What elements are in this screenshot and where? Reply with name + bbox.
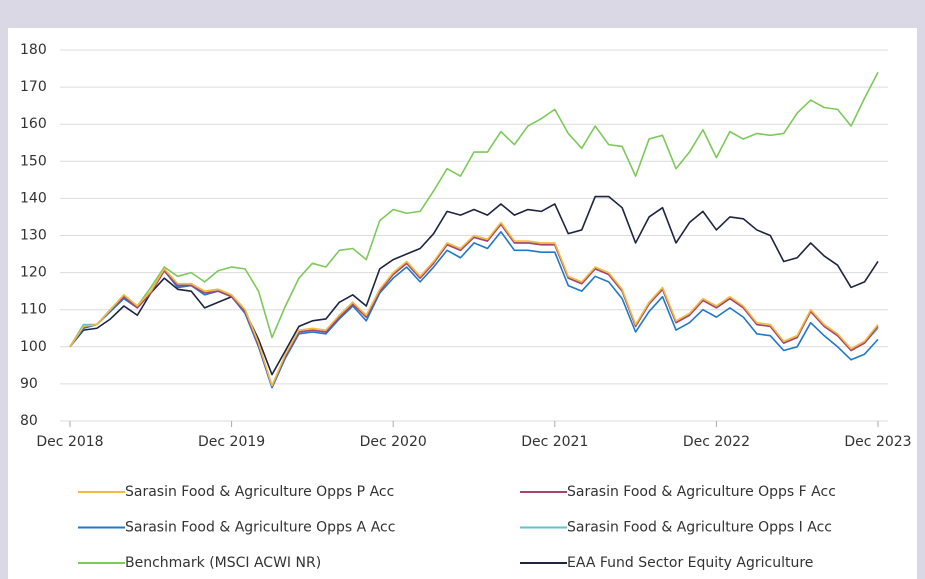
y-tick-label: 130: [20, 228, 47, 244]
y-tick-label: 140: [20, 190, 47, 206]
legend-label: EAA Fund Sector Equity Agriculture: [567, 555, 813, 571]
series-line: [69, 195, 879, 376]
series-line: [69, 223, 879, 387]
y-tick-label: 180: [20, 42, 47, 58]
x-tick-label: Dec 2020: [360, 434, 427, 450]
legend-label: Sarasin Food & Agriculture Opps P Acc: [125, 484, 394, 500]
series-line: [69, 71, 879, 348]
y-tick-label: 160: [20, 116, 47, 132]
y-tick-label: 80: [20, 413, 38, 429]
series-line: [69, 230, 879, 389]
series-line: [69, 221, 879, 387]
legend-label: Sarasin Food & Agriculture Opps F Acc: [567, 484, 836, 500]
legend-label: Sarasin Food & Agriculture Opps I Acc: [567, 520, 832, 536]
y-tick-label: 120: [20, 265, 47, 281]
y-tick-label: 110: [20, 302, 47, 318]
x-tick-label: Dec 2019: [198, 434, 265, 450]
y-tick-label: 90: [20, 376, 38, 392]
x-tick-label: Dec 2021: [521, 434, 588, 450]
legend-label: Benchmark (MSCI ACWI NR): [125, 555, 321, 571]
y-tick-label: 170: [20, 79, 47, 95]
legend-label: Sarasin Food & Agriculture Opps A Acc: [125, 520, 395, 536]
chart-background: [8, 28, 917, 579]
x-tick-label: Dec 2022: [683, 434, 750, 450]
x-tick-label: Dec 2018: [36, 434, 103, 450]
y-tick-label: 100: [20, 339, 47, 355]
x-tick-label: Dec 2023: [844, 434, 911, 450]
y-tick-label: 150: [20, 153, 47, 169]
